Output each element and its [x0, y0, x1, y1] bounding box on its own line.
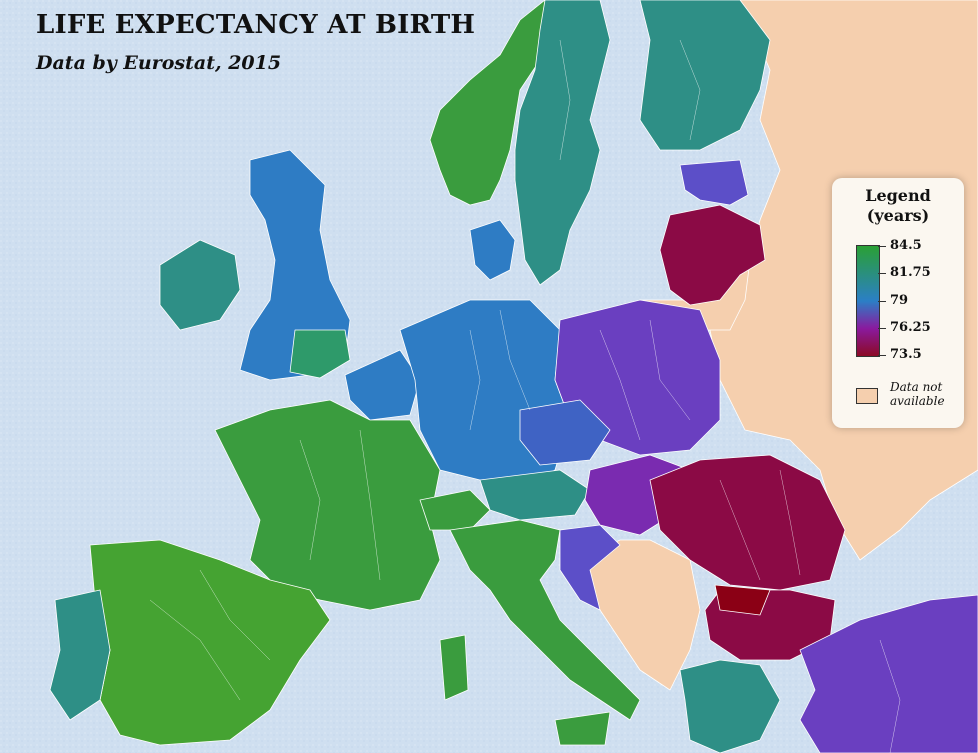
- region-turkey: [799, 594, 978, 753]
- region-bulgaria-nw: [714, 584, 771, 616]
- region-switzerland: [419, 489, 491, 531]
- color-ramp: [856, 245, 880, 357]
- region-france: [214, 399, 441, 611]
- no-data-label: Data not available: [890, 380, 945, 408]
- region-baltics: [659, 204, 766, 306]
- region-finland: [639, 0, 771, 151]
- no-data-swatch: [856, 388, 878, 404]
- region-estonia: [679, 159, 749, 206]
- region-romania: [649, 454, 846, 591]
- legend-panel: Legend (years) 84.5 81.75 79 76.25 73.5 …: [832, 178, 964, 428]
- legend-tick-4: 76.25: [878, 320, 931, 335]
- legend-tick-2: 81.75: [878, 265, 931, 280]
- region-sardinia: [439, 634, 469, 701]
- region-croatia: [559, 524, 621, 611]
- region-borders: [149, 39, 901, 753]
- region-sweden: [514, 0, 611, 286]
- region-sicily: [554, 711, 611, 746]
- legend-tick-max: 84.5: [878, 238, 922, 253]
- legend-tick-min: 73.5: [878, 347, 922, 362]
- region-great-britain: [239, 149, 351, 381]
- no-data-label-line2: available: [890, 394, 945, 408]
- region-czechia: [519, 399, 611, 466]
- region-denmark: [469, 219, 516, 281]
- region-portugal: [49, 589, 111, 721]
- region-greece: [679, 659, 781, 753]
- legend-tick-mid: 79: [877, 293, 909, 308]
- map-subtitle: Data by Eurostat, 2015: [36, 52, 282, 74]
- map-title: LIFE EXPECTANCY AT BIRTH: [36, 10, 476, 40]
- legend-title: Legend (years): [832, 186, 964, 226]
- region-norway: [429, 0, 571, 206]
- region-southeast-england: [289, 329, 351, 379]
- region-ireland: [159, 239, 241, 331]
- no-data-label-line1: Data not: [890, 380, 943, 394]
- region-italy: [449, 519, 641, 721]
- region-benelux: [344, 349, 421, 421]
- legend-title-line1: Legend: [865, 186, 931, 205]
- legend-title-line2: (years): [866, 206, 930, 225]
